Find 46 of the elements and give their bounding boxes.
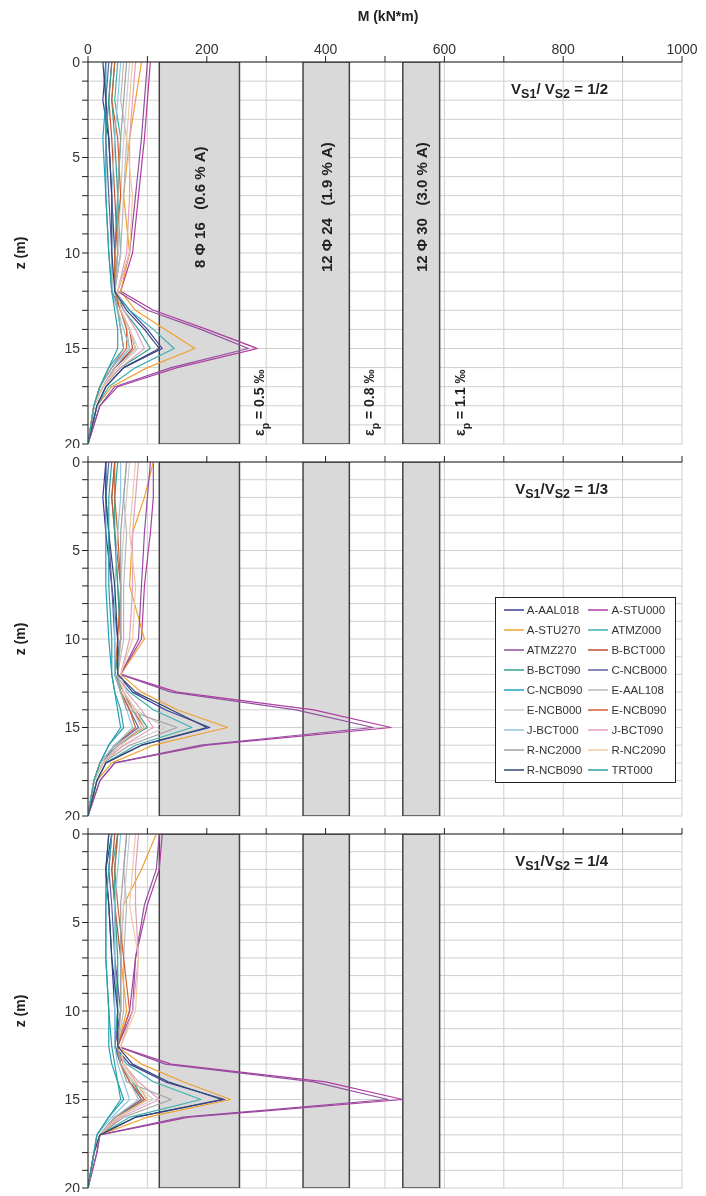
y-tick-label: 0 — [72, 453, 81, 470]
y-tick-label: 0 — [72, 53, 81, 70]
y-tick-label: 5 — [72, 149, 81, 166]
y-tick-label: 15 — [64, 340, 81, 357]
y-tick-label: 0 — [72, 825, 81, 842]
y-tick-label: 10 — [64, 244, 81, 261]
text: V$_{S1}$/V$_{S2}$ = 1/3 — [515, 480, 608, 501]
band-label: 12 Φ 30 (3.0 % A) — [412, 142, 430, 273]
band-label: 12 Φ 24 (1.9 % A) — [317, 142, 335, 273]
y-axis-title: z (m) — [11, 622, 28, 656]
legend-label: A-STU000 — [611, 603, 666, 616]
x-tick-label: 0 — [84, 41, 93, 57]
legend-label: J-BCT090 — [611, 723, 664, 736]
legend-label: R-NC2090 — [611, 743, 666, 756]
y-tick-label: 5 — [72, 914, 81, 931]
text: V$_{S1}$/V$_{S2}$ = 1/4 — [515, 852, 608, 873]
legend-label: ATMZ270 — [526, 643, 577, 656]
y-tick-label: 15 — [64, 719, 81, 736]
y-tick-label: 15 — [64, 1091, 81, 1108]
band-label: 8 Φ 16 (0.6 % A) — [190, 146, 208, 268]
legend-label: E-NCB090 — [611, 703, 667, 716]
x-tick-label: 1000 — [666, 41, 698, 57]
legend-label: A-AAL018 — [526, 603, 580, 616]
x-tick-label: 400 — [313, 41, 338, 57]
legend-label: A-STU270 — [526, 623, 581, 636]
legend-label: E-NCB000 — [526, 703, 582, 716]
y-axis-title: z (m) — [11, 994, 28, 1028]
x-tick-label: 800 — [551, 41, 576, 57]
legend-label: R-NCB090 — [526, 763, 583, 776]
legend-label: E-AAL108 — [611, 683, 664, 696]
x-tick-label: 200 — [195, 41, 219, 57]
legend-label: B-BCT090 — [526, 663, 581, 676]
y-tick-label: 10 — [64, 1002, 81, 1019]
legend-label: C-NCB000 — [611, 663, 667, 676]
legend-label: J-BCT000 — [526, 723, 579, 736]
y-tick-label: 10 — [64, 630, 81, 647]
y-tick-label: 5 — [72, 542, 81, 559]
x-axis-title: M (kN*m) — [356, 8, 420, 26]
text: V$_{S1}$/ V$_{S2}$ = 1/2 — [511, 80, 608, 101]
legend-label: B-BCT000 — [611, 643, 666, 656]
y-axis-title: z (m) — [11, 236, 28, 270]
x-tick-label: 600 — [432, 41, 457, 57]
legend-label: ATMZ000 — [611, 623, 662, 636]
legend-label: C-NCB090 — [526, 683, 583, 696]
legend-label: TRT000 — [611, 763, 653, 776]
legend-label: R-NC2000 — [526, 743, 582, 756]
